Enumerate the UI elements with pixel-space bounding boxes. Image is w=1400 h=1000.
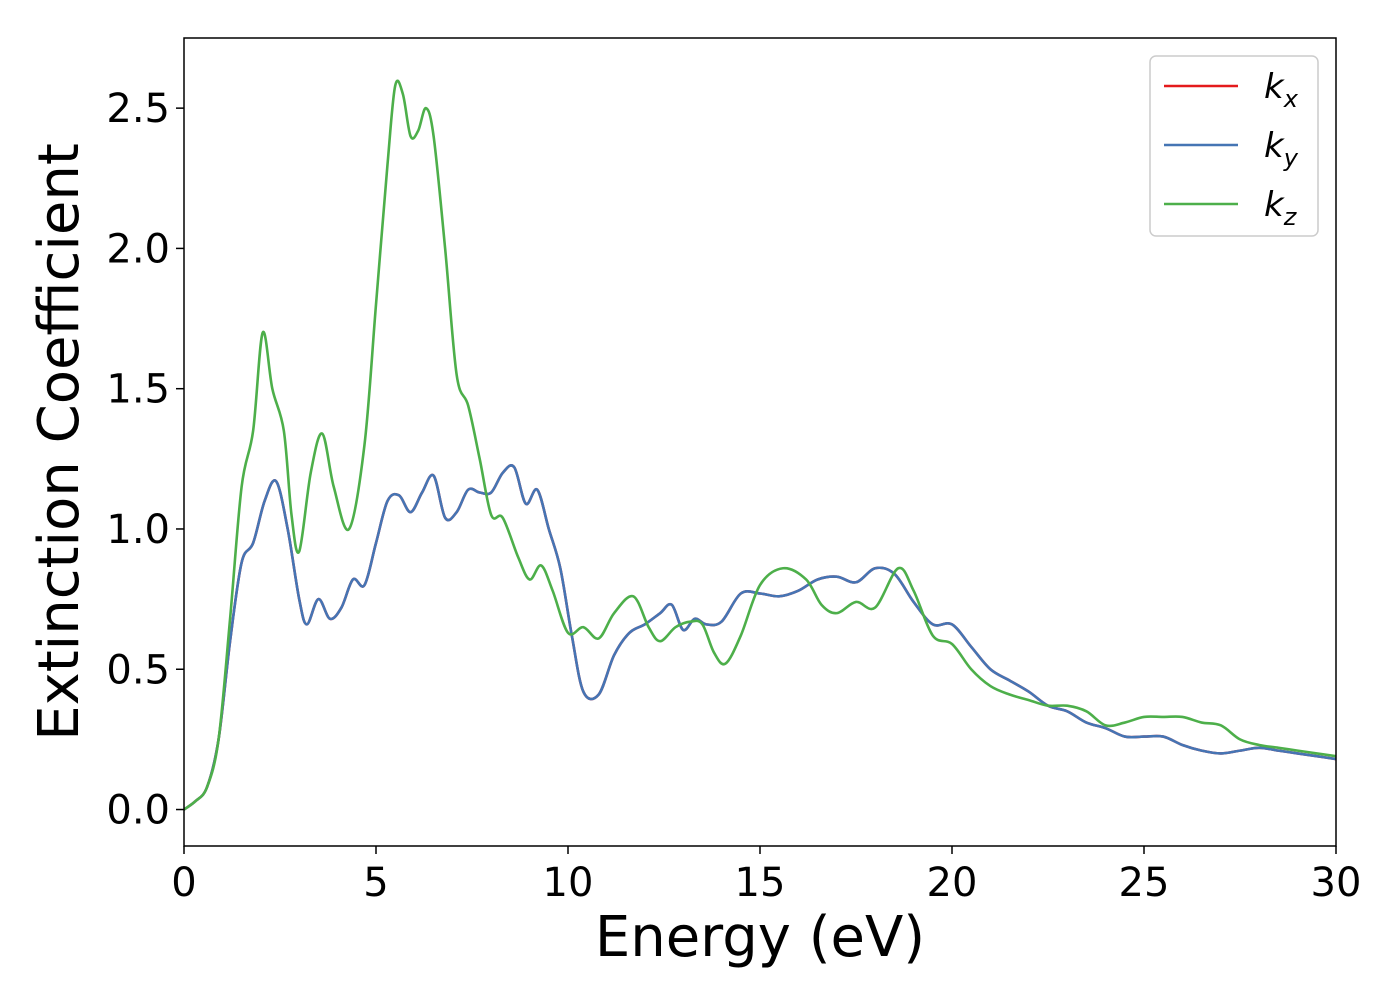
x-tick-label: 20 [927,860,978,906]
y-tick-label: 2.5 [106,86,170,132]
axis-ticks: 0 5 10 15 20 25 30 0.0 0.5 1.0 1.5 2.0 2.5 [106,86,1361,906]
x-tick-label: 15 [735,860,786,906]
x-tick-label: 10 [543,860,594,906]
series-line-kz [184,79,1336,811]
x-tick-label: 0 [171,860,196,906]
x-axis-title: Energy (eV) [595,905,925,970]
x-tick-label: 5 [363,860,388,906]
series-lines [184,79,1336,811]
x-tick-label: 25 [1119,860,1170,906]
y-tick-label: 1.0 [106,507,170,553]
x-tick-label: 30 [1311,860,1362,906]
y-tick-label: 0.5 [106,647,170,693]
y-tick-label: 2.0 [106,226,170,272]
y-axis-title: Extinction Coefficient [27,143,92,741]
y-tick-label: 0.0 [106,788,170,834]
y-tick-label: 1.5 [106,367,170,413]
series-line-ky [184,464,1336,811]
